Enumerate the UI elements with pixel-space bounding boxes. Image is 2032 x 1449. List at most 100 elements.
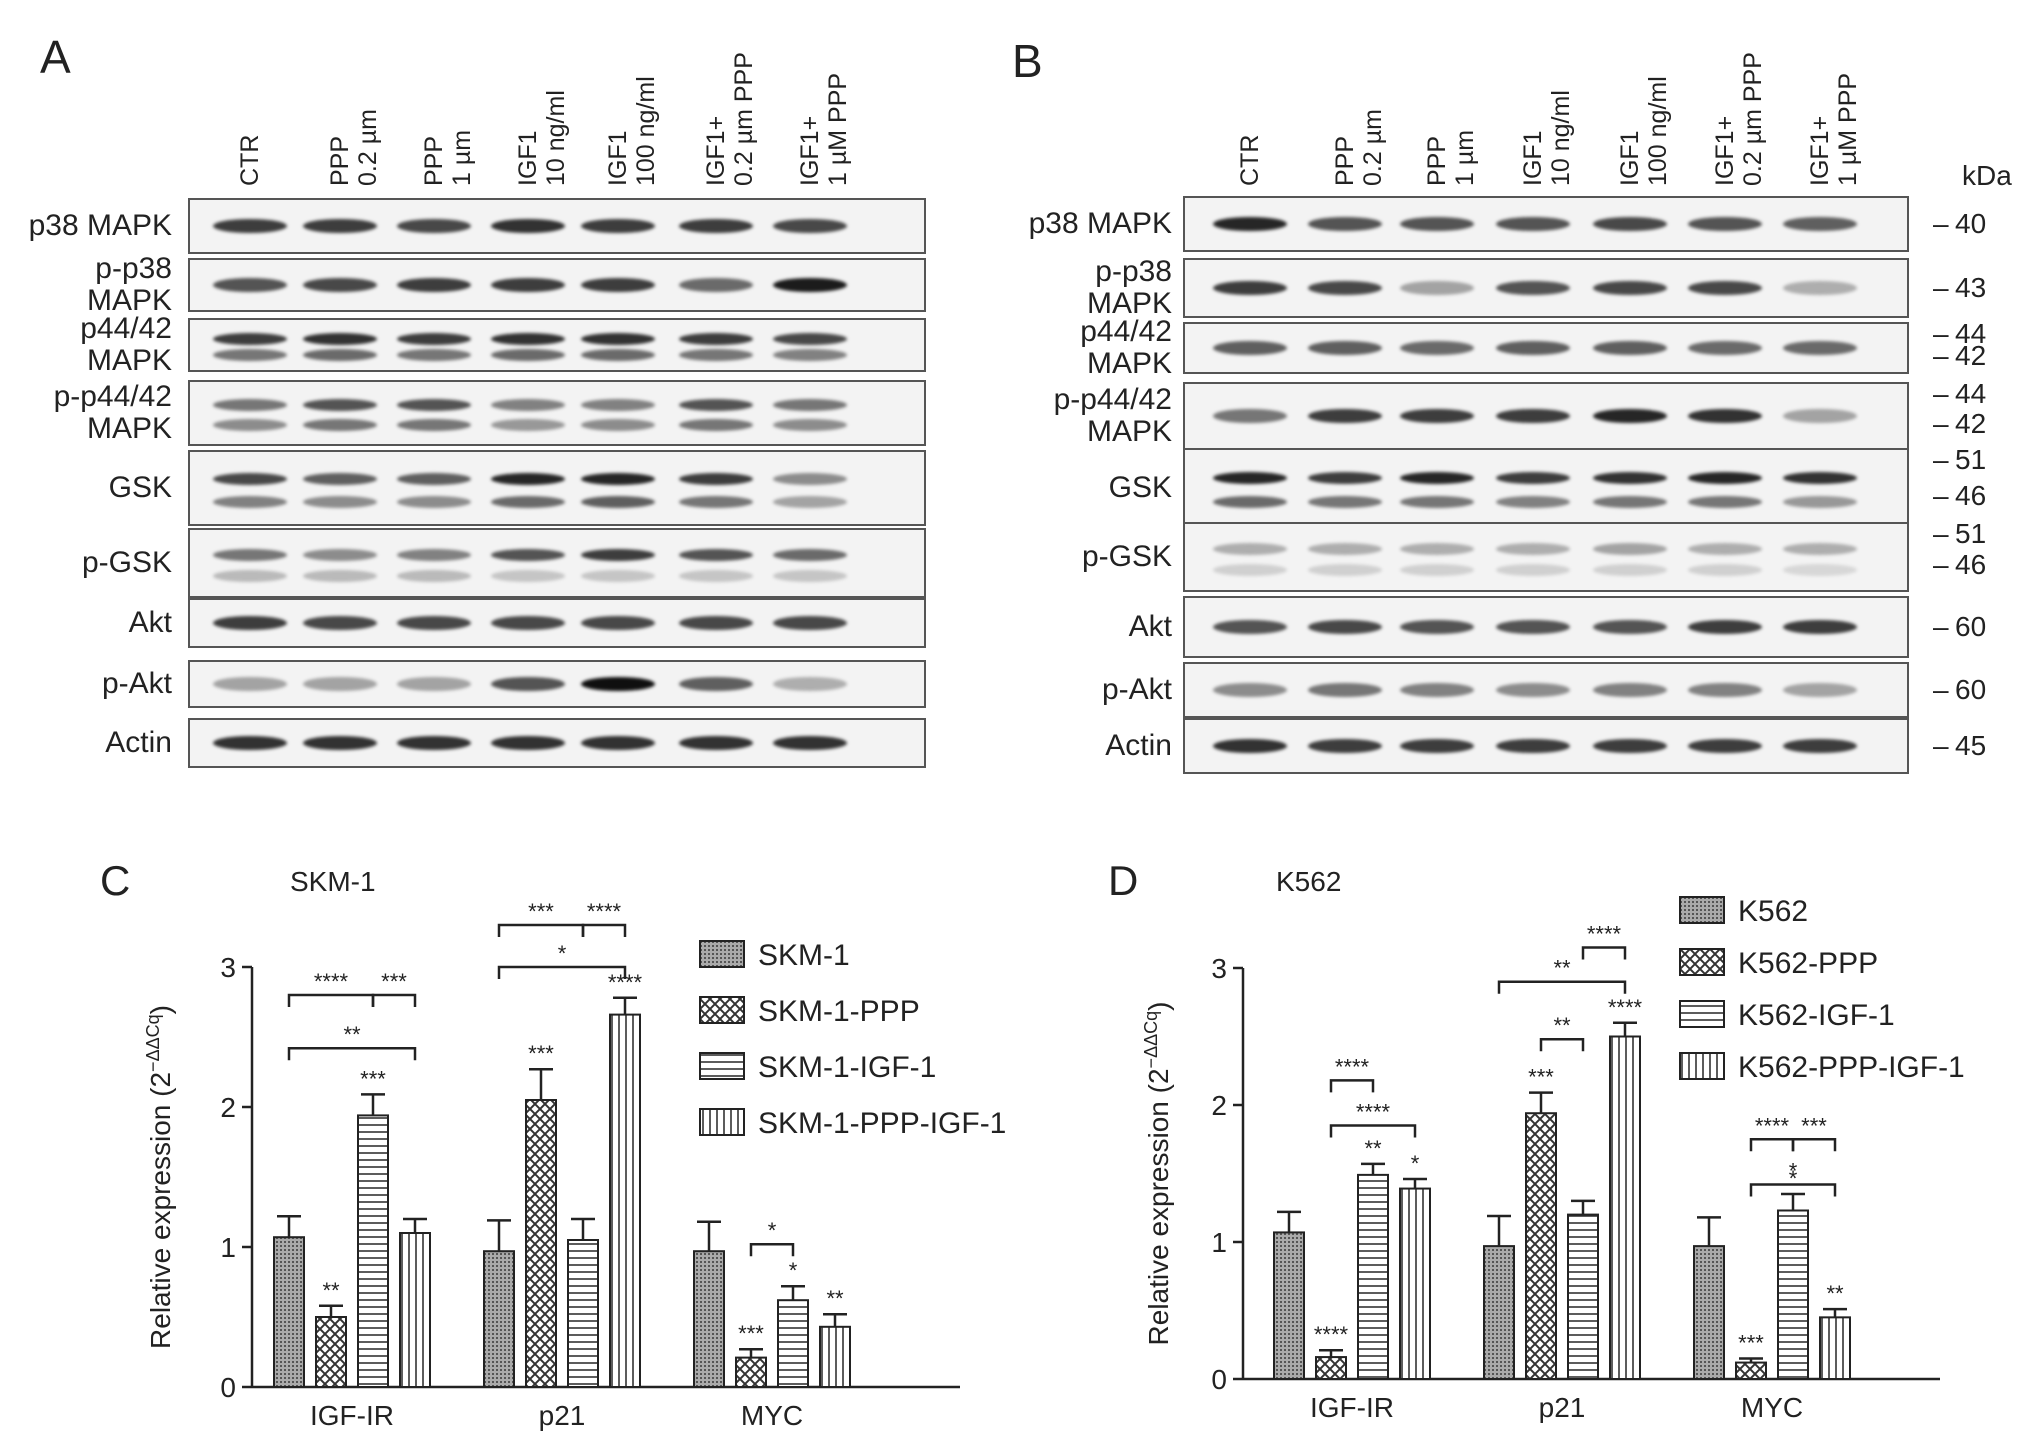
protein-label-line: p38 MAPK <box>28 209 172 242</box>
lane-header: PPP 1 µm <box>1423 130 1479 186</box>
legend-swatch <box>1679 1000 1725 1028</box>
bracket-stars: * <box>558 941 567 966</box>
protein-band <box>1213 341 1287 355</box>
protein-band-lower <box>213 418 287 431</box>
bar <box>735 1356 767 1389</box>
bracket-stars: **** <box>314 969 349 994</box>
bracket-stars: *** <box>528 899 554 924</box>
lane-header: PPP 1 µm <box>420 130 476 186</box>
lane-header-line: CTR <box>236 134 264 186</box>
protein-band <box>679 332 753 345</box>
kda-tick: – <box>1933 444 1949 475</box>
legend-swatch <box>1679 948 1725 976</box>
lane-header-line: IGF1+ <box>1711 115 1739 186</box>
lane-header: CTR <box>1236 135 1264 186</box>
protein-band <box>1308 341 1382 355</box>
kda-marker: 60 <box>1955 611 1987 642</box>
kda-tick: – <box>1933 518 1949 549</box>
protein-band <box>1496 341 1570 355</box>
protein-band <box>1308 409 1382 423</box>
protein-band <box>581 278 655 292</box>
bar-chart-k562: D K562 0 1 2 3 Relative expression (2−ΔΔCq) IGF… <box>1108 857 1965 1423</box>
protein-band <box>213 219 287 233</box>
protein-band <box>213 332 287 345</box>
bar <box>315 1316 347 1388</box>
lane-header-line: 10 ng/ml <box>1547 90 1575 186</box>
y-tick-label: 2 <box>220 1092 236 1123</box>
protein-band-lower <box>773 495 847 508</box>
protein-band-lower <box>213 348 287 361</box>
x-category-label: p21 <box>1539 1392 1586 1423</box>
lane-header-line: 1 µM PPP <box>824 72 852 186</box>
lane-header: PPP 0.2 µm <box>326 109 382 186</box>
significance-stars: * <box>789 1258 798 1283</box>
kda-tick: – <box>1933 674 1949 705</box>
bracket-stars: **** <box>1587 921 1622 946</box>
y-axis-label-main: Relative expression (2 <box>145 1072 176 1349</box>
protein-band-lower <box>679 348 753 361</box>
protein-band-lower <box>1308 563 1382 576</box>
protein-band <box>773 219 847 233</box>
kda-marker: 51 <box>1955 518 1987 549</box>
protein-label-line: Akt <box>1128 610 1172 643</box>
protein-label-line: MAPK <box>86 412 172 445</box>
bar <box>567 1239 599 1388</box>
bracket-stars: * <box>1789 1158 1798 1183</box>
protein-label-line: GSK <box>108 471 172 504</box>
comparison-bracket <box>749 1242 795 1257</box>
protein-band-lower <box>397 418 471 431</box>
lane-header: IGF1 10 ng/ml <box>1519 90 1575 186</box>
kda-unit-label: kDa <box>1962 160 2012 191</box>
panel-letter: C <box>100 857 130 904</box>
bar <box>1315 1356 1347 1380</box>
blot-strip <box>188 318 926 372</box>
protein-band <box>491 548 565 561</box>
protein-band <box>1688 409 1762 423</box>
protein-band <box>397 472 471 485</box>
chart-title: SKM-1 <box>290 866 376 897</box>
protein-band <box>679 399 753 412</box>
protein-band <box>303 332 377 345</box>
kda-marker: 51 <box>1955 444 1987 475</box>
kda-marker: 46 <box>1955 480 1987 511</box>
comparison-bracket <box>581 923 627 937</box>
protein-band-lower <box>679 418 753 431</box>
kda-marker: 42 <box>1955 408 1987 439</box>
kda-marker: 46 <box>1955 549 1987 580</box>
protein-band <box>491 677 565 691</box>
protein-band-lower <box>303 418 377 431</box>
protein-band <box>397 616 471 630</box>
protein-band <box>1400 472 1474 485</box>
protein-label: Actin <box>932 730 1172 762</box>
protein-label: p-GSK <box>932 541 1172 573</box>
lane-header: PPP 0.2 µm <box>1331 109 1387 186</box>
protein-label-line: p-p44/42 <box>53 380 172 413</box>
protein-band <box>397 548 471 561</box>
protein-band <box>1496 217 1570 231</box>
legend-label: SKM-1-IGF-1 <box>758 1051 936 1084</box>
protein-label-line: p-p44/42 <box>1053 383 1172 416</box>
protein-band <box>1213 739 1287 753</box>
protein-band <box>1593 217 1667 231</box>
protein-band-lower <box>1496 496 1570 509</box>
kda-marker: 60 <box>1955 674 1987 705</box>
protein-band-lower <box>1688 563 1762 576</box>
protein-band <box>303 616 377 630</box>
protein-band <box>1496 472 1570 485</box>
protein-band <box>1593 409 1667 423</box>
protein-band <box>491 736 565 750</box>
protein-band <box>491 616 565 630</box>
protein-band <box>679 472 753 485</box>
protein-band <box>679 677 753 691</box>
lane-header-line: 1 µM PPP <box>1834 72 1862 186</box>
protein-label-line: Actin <box>105 726 172 759</box>
lane-header-line: IGF1 <box>1519 130 1547 186</box>
protein-band <box>1783 739 1857 753</box>
protein-band <box>213 399 287 412</box>
protein-band-lower <box>1593 496 1667 509</box>
protein-band <box>1593 341 1667 355</box>
lane-header-line: PPP <box>1331 135 1359 186</box>
protein-label: p44/42 MAPK <box>0 313 172 377</box>
protein-band <box>1593 281 1667 295</box>
protein-label-line: MAPK <box>1086 287 1172 320</box>
